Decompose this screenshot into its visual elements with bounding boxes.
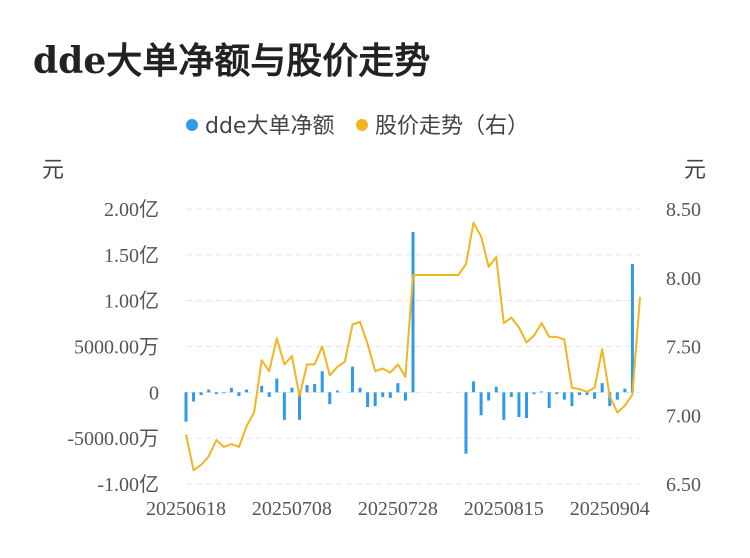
bar-48 [547,392,551,408]
legend-label-1[interactable]: dde大单净额 [205,114,334,139]
bar-47 [540,391,544,393]
bar-49 [555,392,559,395]
bar-19 [328,392,332,405]
bar-14 [290,387,294,393]
left-axis-unit: 元 [42,158,64,183]
bar-13 [282,392,286,420]
bar-42 [502,392,506,420]
x-tick-label: 20250618 [146,498,226,520]
chart-title: dde大单净额与股价走势 [33,40,431,82]
x-tick-label: 20250728 [358,498,438,520]
bar-53 [585,392,589,396]
right-tick-label: 7.00 [666,405,701,427]
bar-8 [245,389,249,393]
bar-39 [479,392,483,416]
bar-16 [305,385,309,393]
x-axis-ticks: 20250618 20250708 20250728 20250815 20250904 [146,498,650,520]
bar-40 [487,392,491,401]
left-tick-label: -1.00亿 [97,473,159,496]
bar-50 [562,392,566,400]
bar-2 [199,392,203,396]
bar-series [184,231,634,454]
bar-11 [267,392,271,397]
bar-12 [275,378,279,393]
right-tick-label: 7.50 [666,337,701,359]
bar-3 [207,389,211,393]
bar-15 [298,392,301,420]
bar-44 [517,392,521,418]
bar-52 [577,392,581,396]
bar-29 [403,392,407,401]
line-series [185,221,641,472]
bar-43 [509,392,513,397]
bar-5 [222,392,226,394]
left-tick-label: 2.00亿 [104,198,159,221]
legend-marker-1 [186,119,198,131]
x-tick-label: 20250904 [570,498,650,520]
bar-18 [320,371,324,393]
bar-23 [358,387,362,393]
bar-45 [525,392,528,418]
bar-10 [260,385,264,393]
bar-4 [214,392,218,395]
grid-lines [186,208,640,485]
bar-28 [396,383,400,393]
left-tick-label: -5000.00万 [67,428,159,450]
legend-marker-2 [356,119,368,131]
bar-38 [472,381,476,393]
bar-57 [615,392,619,400]
bar-1 [192,392,196,402]
legend-label-2[interactable]: 股价走势（右） [375,114,529,139]
bar-22 [350,366,354,393]
right-tick-label: 6.50 [666,474,701,496]
bar-56 [608,392,612,407]
chart-legend: dde大单净额 股价走势（右） [186,114,529,139]
right-tick-label: 8.00 [666,268,701,290]
bar-37 [464,392,468,454]
bar-55 [600,383,604,393]
bar-25 [373,392,377,407]
left-axis-ticks: 2.00亿 1.50亿 1.00亿 5000.00万 0 -5000.00万 -1.00亿 [67,198,159,496]
bar-59 [630,264,634,393]
x-tick-label: 20250815 [464,498,544,520]
bar-41 [494,386,498,393]
left-tick-label: 1.00亿 [104,290,159,313]
bar-46 [532,392,536,395]
right-axis-ticks: 8.50 8.00 7.50 7.00 6.50 [666,199,701,496]
bar-54 [593,392,597,399]
bar-20 [335,390,339,393]
left-tick-label: 0 [149,382,159,404]
bar-17 [313,384,317,393]
x-tick-label: 20250708 [252,498,332,520]
left-tick-label: 1.50亿 [104,244,159,267]
bar-51 [570,392,574,407]
bar-7 [237,392,241,396]
right-tick-label: 8.50 [666,199,701,221]
left-tick-label: 5000.00万 [74,337,159,359]
bar-6 [229,387,233,393]
bar-24 [366,392,370,407]
bar-0 [184,392,188,422]
price-line [185,221,641,472]
bar-58 [623,388,627,393]
bar-27 [388,392,392,398]
right-axis-unit: 元 [684,158,706,183]
bar-30 [411,231,415,393]
bar-26 [381,392,385,397]
